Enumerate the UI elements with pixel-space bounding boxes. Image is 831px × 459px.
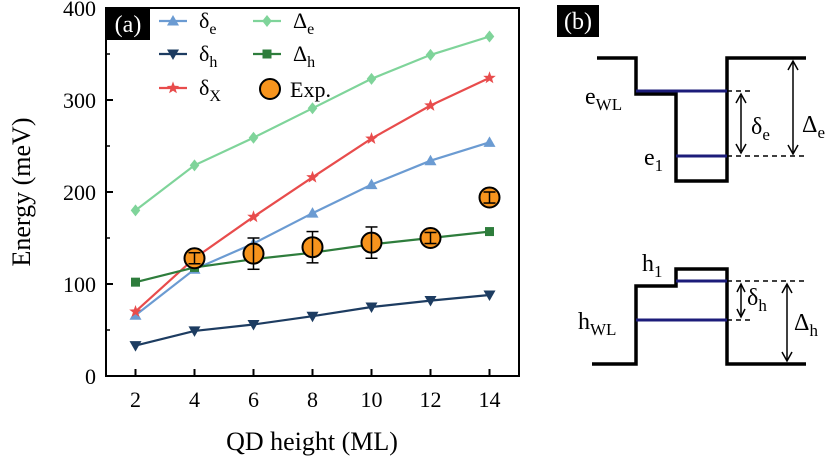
marker-delta_x <box>483 71 496 84</box>
marker-delta_e <box>424 154 437 166</box>
marker-delta_h <box>424 296 437 307</box>
experiment-points <box>183 186 501 271</box>
marker-delta_x <box>247 210 260 223</box>
marker-delta_e <box>306 207 319 218</box>
marker-delta_x <box>306 170 319 183</box>
x-tick-label: 12 <box>420 387 442 412</box>
legend-marker-delta_x <box>166 81 180 94</box>
marker-Delta_h <box>131 277 140 287</box>
delta-e-small-arrowheads <box>735 92 747 155</box>
legend-marker-Delta_h <box>262 49 272 59</box>
legend-marker-exp <box>259 78 281 100</box>
delta-e-big-arrowheads <box>787 59 799 156</box>
panel-a-tag: (a) <box>115 12 142 38</box>
panel-b: (b) eWL e1 δe Δe h1 hWL δh Δh <box>557 5 825 366</box>
panel-b-tag: (b) <box>564 9 592 35</box>
marker-delta_x <box>365 132 378 144</box>
marker-delta_h <box>247 319 260 331</box>
legend-marker-delta_e <box>167 15 179 26</box>
marker-Delta_h <box>485 227 494 237</box>
marker-delta_e <box>483 136 496 147</box>
panel-b-tag-bg <box>557 5 599 37</box>
marker-delta_h <box>306 311 319 323</box>
label-e-wl: eWL <box>585 84 622 114</box>
legend-label-delta_x: δX <box>199 75 221 105</box>
legend-label-delta_e: δe <box>199 8 216 38</box>
marker-delta_h <box>129 341 142 352</box>
marker-delta_h <box>188 326 201 337</box>
delta-h-small-arrowheads <box>736 282 746 319</box>
label-delta-h-big: Δh <box>794 310 818 340</box>
delta-h-big-arrowheads <box>781 282 793 363</box>
marker-delta_e <box>365 178 378 190</box>
marker-delta_x <box>129 305 142 317</box>
x-axis-title: QD height (ML) <box>226 427 398 456</box>
y-tick-label: 200 <box>63 180 96 205</box>
legend-label-exp: Exp. <box>290 77 331 102</box>
y-tick-label: 0 <box>85 364 96 389</box>
marker-Delta_e <box>130 204 141 217</box>
marker-delta_x <box>424 98 437 111</box>
y-tick-label: 300 <box>63 88 96 113</box>
marker-delta_h <box>365 302 378 313</box>
label-delta-e-small: δe <box>751 114 770 144</box>
legend-marker-Delta_e <box>262 15 272 27</box>
y-tick-label: 400 <box>63 0 96 21</box>
marker-Delta_e <box>366 72 377 85</box>
y-tick-label: 100 <box>63 272 96 297</box>
panel-a-tag-bg <box>106 8 150 40</box>
legend-marker-delta_h <box>167 49 179 60</box>
marker-Delta_e <box>425 48 436 61</box>
marker-delta_e <box>129 309 142 320</box>
label-e1: e1 <box>644 145 663 175</box>
x-tick-label: 4 <box>189 387 200 412</box>
x-tick-label: 6 <box>248 387 259 412</box>
conduction-band-edge <box>597 56 806 183</box>
x-tick-label: 2 <box>130 387 141 412</box>
y-axis-title: Energy (meV) <box>7 118 36 267</box>
label-delta-h-small: δh <box>747 285 767 315</box>
marker-Delta_e <box>248 131 259 144</box>
marker-Delta_e <box>484 30 495 43</box>
axis-ticks: 2 4 6 8 10 12 14 0 100 200 300 400 <box>63 0 501 412</box>
marker-Delta_e <box>189 159 200 172</box>
x-tick-label: 8 <box>307 387 318 412</box>
label-h1: h1 <box>642 251 663 281</box>
marker-delta_h <box>483 290 496 302</box>
marker-Delta_e <box>307 102 318 115</box>
x-tick-label: 14 <box>479 387 501 412</box>
label-h-wl: hWL <box>578 309 616 339</box>
legend-label-delta_h: δh <box>199 41 217 71</box>
x-tick-label: 10 <box>361 387 383 412</box>
legend-label-Delta_e: Δe <box>293 8 314 38</box>
label-delta-e-big: Δe <box>802 112 825 142</box>
panel-a: 2 4 6 8 10 12 14 0 100 200 300 400 QD height (ML) E… <box>7 0 520 456</box>
valence-band-edge <box>592 267 806 366</box>
legend-label-Delta_h: Δh <box>293 41 315 71</box>
